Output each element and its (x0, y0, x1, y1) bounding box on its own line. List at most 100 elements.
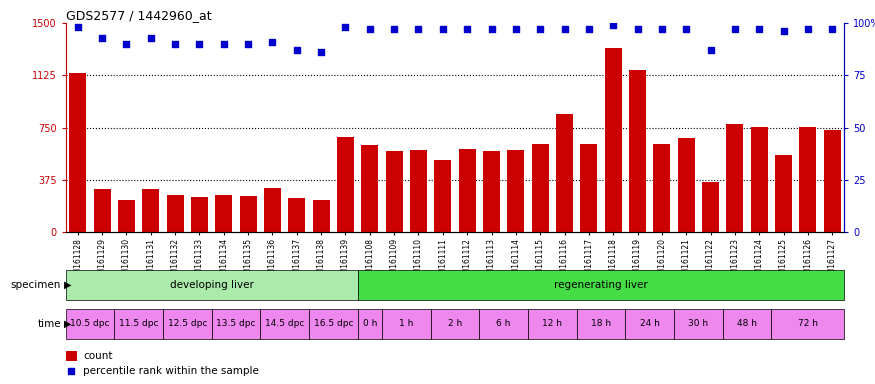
Point (71, 24, 85, 30)
Point (631, 26, 645, 32)
Text: 0 h: 0 h (362, 319, 377, 328)
Point (654, 26, 668, 32)
Point (582, 26, 596, 32)
Bar (215, 195, 233, 232)
Point (728, 26, 742, 32)
Text: 18 h: 18 h (591, 319, 611, 328)
Bar (312, 200, 330, 232)
Text: 12.5 dpc: 12.5 dpc (168, 319, 207, 328)
Bar (386, 151, 402, 232)
Text: 14.5 dpc: 14.5 dpc (265, 319, 304, 328)
Bar (577, 308, 626, 339)
Bar (166, 195, 184, 232)
Bar (191, 197, 208, 232)
Point (192, 41, 206, 47)
Text: GDS2577 / 1442960_at: GDS2577 / 1442960_at (66, 9, 211, 22)
Point (64, 368, 78, 374)
Point (144, 35, 158, 41)
Text: 6 h: 6 h (496, 319, 511, 328)
Bar (654, 144, 670, 232)
Text: regenerating liver: regenerating liver (554, 280, 648, 290)
Bar (434, 160, 452, 232)
Text: 13.5 dpc: 13.5 dpc (216, 319, 256, 328)
Bar (115, 308, 163, 339)
Bar (94, 189, 110, 232)
Bar (264, 189, 281, 232)
Point (533, 26, 547, 32)
Point (801, 26, 815, 32)
Point (679, 26, 693, 32)
Point (242, 41, 256, 47)
Point (557, 26, 571, 32)
Bar (118, 200, 135, 232)
Bar (361, 145, 378, 232)
Text: 16.5 dpc: 16.5 dpc (313, 319, 354, 328)
Bar (382, 308, 430, 339)
Bar (677, 138, 695, 232)
Bar (626, 308, 674, 339)
Bar (430, 308, 480, 339)
Bar (66, 308, 115, 339)
Point (120, 41, 134, 47)
Bar (629, 70, 646, 232)
Point (363, 26, 377, 32)
Point (168, 41, 182, 47)
Bar (143, 189, 159, 232)
Point (485, 26, 499, 32)
Bar (66, 270, 358, 300)
Bar (69, 73, 87, 232)
Point (217, 41, 231, 47)
Bar (288, 198, 305, 232)
Bar (772, 308, 844, 339)
Point (265, 39, 279, 45)
Text: 12 h: 12 h (542, 319, 563, 328)
Text: 24 h: 24 h (640, 319, 660, 328)
Bar (532, 144, 549, 232)
Point (460, 26, 474, 32)
Point (752, 26, 766, 32)
Text: count: count (83, 351, 113, 361)
Point (314, 49, 328, 55)
Bar (483, 151, 500, 232)
Bar (309, 308, 358, 339)
Bar (580, 144, 598, 232)
Text: developing liver: developing liver (170, 280, 254, 290)
Bar (528, 308, 577, 339)
Text: 2 h: 2 h (448, 319, 462, 328)
Bar (507, 150, 524, 232)
Bar (337, 137, 354, 232)
Text: time: time (38, 318, 61, 329)
Point (436, 26, 450, 32)
Text: percentile rank within the sample: percentile rank within the sample (83, 366, 259, 376)
Point (776, 28, 790, 35)
Text: specimen: specimen (10, 280, 61, 290)
Point (411, 26, 425, 32)
Point (825, 26, 839, 32)
Bar (358, 270, 844, 300)
Bar (163, 308, 212, 339)
Point (95, 35, 109, 41)
Bar (775, 155, 792, 232)
Bar (66, 351, 77, 361)
Point (606, 22, 620, 28)
Bar (726, 124, 744, 232)
Text: 1 h: 1 h (399, 319, 414, 328)
Bar (605, 48, 622, 232)
Text: 30 h: 30 h (689, 319, 709, 328)
Text: ▶: ▶ (64, 318, 72, 329)
Bar (702, 182, 719, 232)
Bar (410, 150, 427, 232)
Text: 72 h: 72 h (798, 319, 818, 328)
Bar (556, 114, 573, 232)
Text: ▶: ▶ (64, 280, 72, 290)
Point (290, 47, 304, 53)
Bar (674, 308, 723, 339)
Bar (800, 127, 816, 232)
Bar (751, 127, 767, 232)
Bar (480, 308, 528, 339)
Text: 48 h: 48 h (737, 319, 757, 328)
Bar (823, 130, 841, 232)
Bar (240, 196, 256, 232)
Point (509, 26, 523, 32)
Bar (358, 308, 382, 339)
